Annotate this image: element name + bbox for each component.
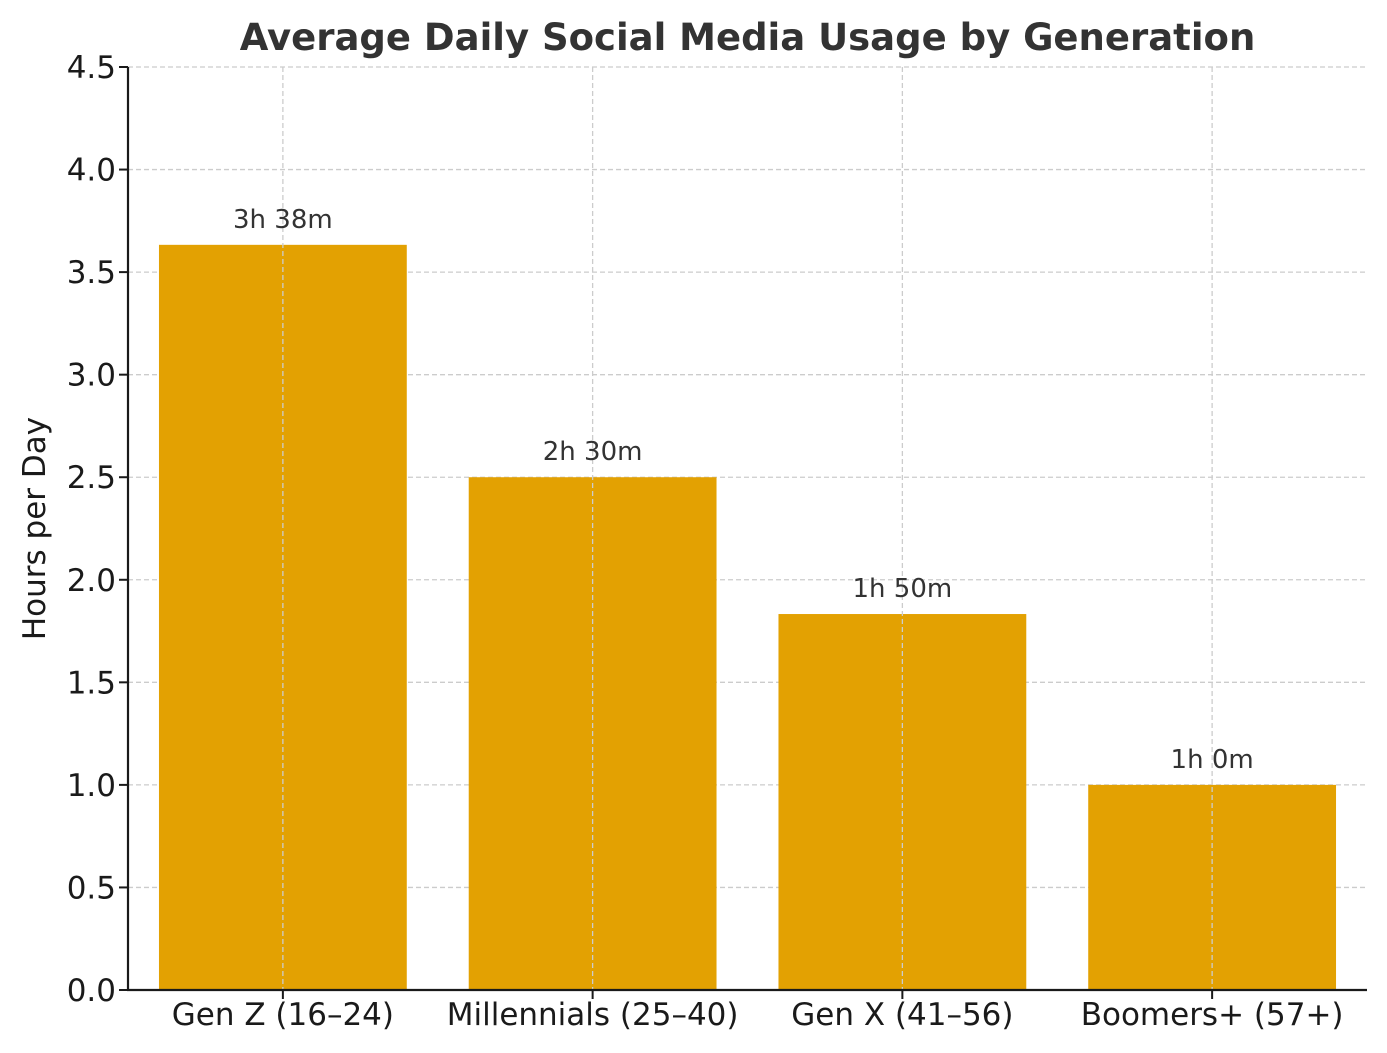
bar xyxy=(158,244,407,991)
x-axis-ticks: Gen Z (16–24) Millennials (25–40) Gen X (4… xyxy=(172,990,1344,1033)
y-tick-label: 3.5 xyxy=(67,255,116,291)
bar-value-label: 2h 30m xyxy=(543,437,643,467)
y-tick-label: 0.0 xyxy=(67,973,116,1009)
y-tick-label: 3.0 xyxy=(67,358,116,394)
y-tick-label: 4.0 xyxy=(67,153,116,189)
bars xyxy=(158,244,1337,991)
x-tick-label: Millennials (25–40) xyxy=(447,997,739,1033)
vertical-grid-lines xyxy=(282,67,1213,990)
y-tick-label: 2.0 xyxy=(67,563,116,599)
bar-value-label: 3h 38m xyxy=(233,205,333,235)
axes xyxy=(126,67,1367,992)
x-tick-label: Gen Z (16–24) xyxy=(172,997,394,1033)
chart-title: Average Daily Social Media Usage by Gene… xyxy=(240,16,1256,59)
x-tick-label: Boomers+ (57+) xyxy=(1081,997,1344,1033)
y-axis-label: Hours per Day xyxy=(17,417,53,640)
y-tick-label: 1.0 xyxy=(67,768,116,804)
y-tick-label: 1.5 xyxy=(67,665,116,701)
data-labels: 3h 38m 2h 30m 1h 50m 1h 0m xyxy=(233,205,1254,775)
y-tick-label: 4.5 xyxy=(67,50,116,86)
y-axis-ticks: 0.0 0.5 1.0 1.5 2.0 2.5 3.0 3.5 4.0 4.5 xyxy=(67,50,128,1009)
bar-value-label: 1h 0m xyxy=(1171,745,1254,775)
y-tick-label: 2.5 xyxy=(67,460,116,496)
y-tick-label: 0.5 xyxy=(67,870,116,906)
bar-value-label: 1h 50m xyxy=(853,574,953,604)
x-tick-label: Gen X (41–56) xyxy=(791,997,1013,1033)
